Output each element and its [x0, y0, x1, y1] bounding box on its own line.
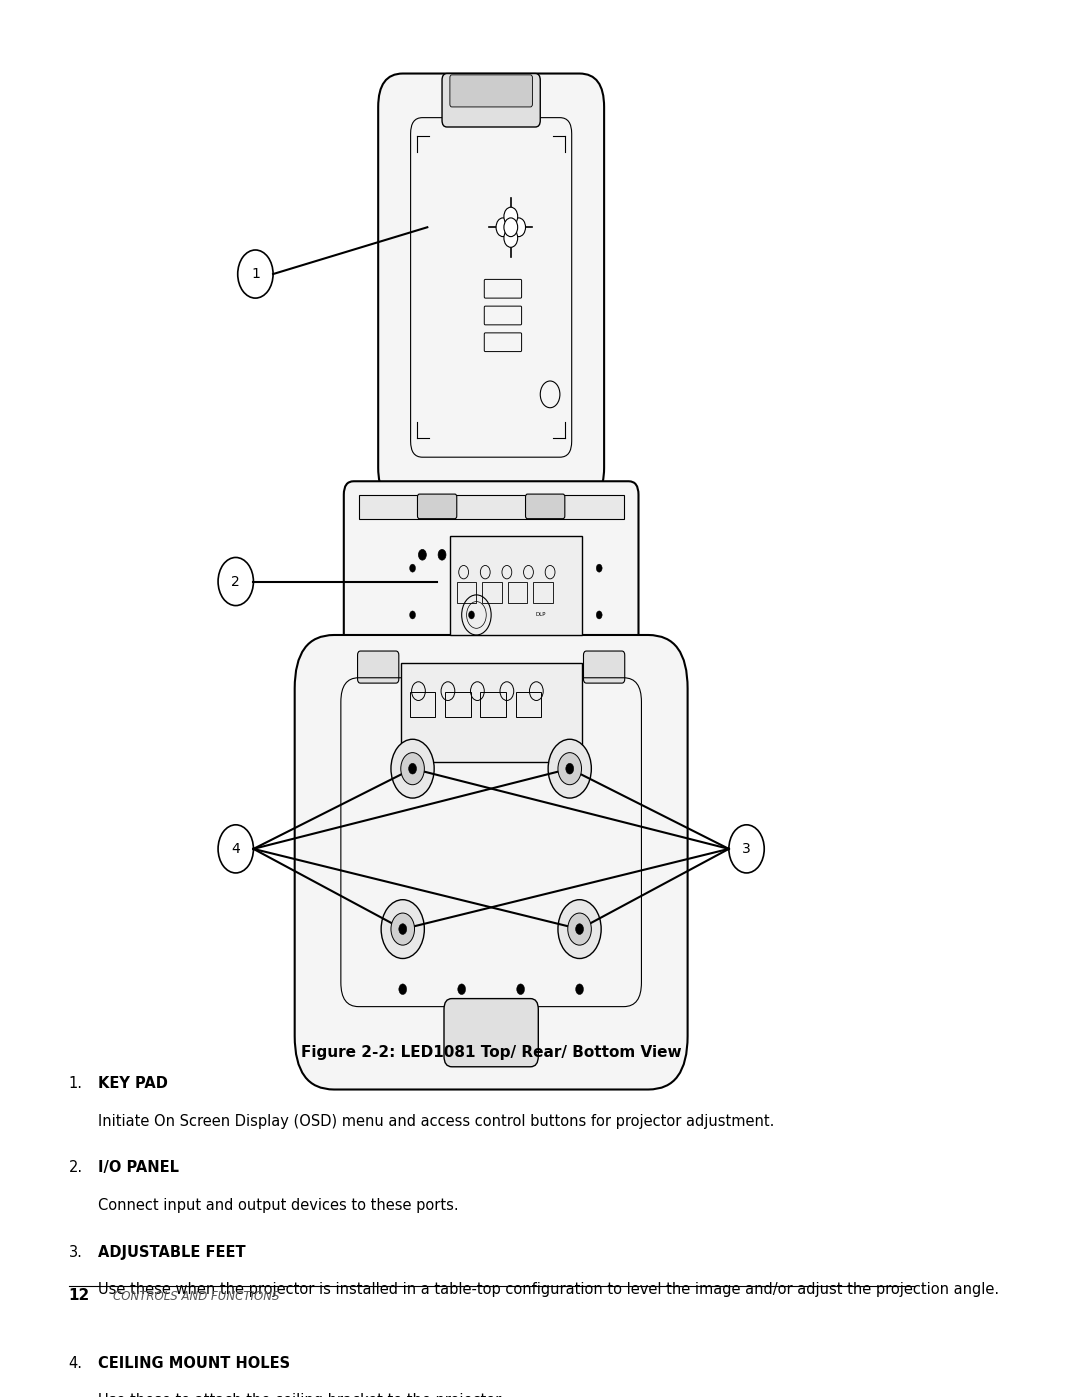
Circle shape [558, 900, 602, 958]
Text: Initiate On Screen Display (OSD) menu and access control buttons for projector a: Initiate On Screen Display (OSD) menu an… [98, 1113, 774, 1129]
FancyBboxPatch shape [359, 495, 624, 518]
Circle shape [558, 753, 581, 785]
Circle shape [381, 900, 424, 958]
Circle shape [512, 218, 526, 236]
Text: 12: 12 [69, 1288, 90, 1303]
Text: KEY PAD: KEY PAD [98, 1076, 168, 1091]
FancyBboxPatch shape [418, 495, 457, 518]
Circle shape [408, 763, 417, 774]
Circle shape [418, 549, 427, 560]
Text: 3.: 3. [69, 1245, 83, 1260]
Circle shape [516, 983, 525, 995]
Circle shape [504, 207, 517, 226]
Text: 4: 4 [231, 842, 240, 856]
Text: 2: 2 [231, 574, 240, 588]
Circle shape [391, 914, 415, 946]
FancyBboxPatch shape [583, 651, 624, 683]
Text: 1.: 1. [69, 1076, 83, 1091]
Text: I/O PANEL: I/O PANEL [98, 1161, 179, 1175]
Circle shape [399, 923, 407, 935]
Circle shape [391, 739, 434, 798]
Circle shape [576, 983, 583, 995]
Circle shape [496, 218, 510, 236]
FancyBboxPatch shape [444, 999, 538, 1067]
Text: Use these to attach the ceiling bracket to the projector.: Use these to attach the ceiling bracket … [98, 1393, 504, 1397]
Text: 3: 3 [742, 842, 751, 856]
FancyBboxPatch shape [357, 651, 399, 683]
Circle shape [401, 753, 424, 785]
Circle shape [438, 549, 446, 560]
Text: Use these when the projector is installed in a table-top configuration to level : Use these when the projector is installe… [98, 1282, 999, 1296]
Text: Figure 2-2: LED1081 Top/ Rear/ Bottom View: Figure 2-2: LED1081 Top/ Rear/ Bottom Vi… [301, 1045, 681, 1060]
FancyBboxPatch shape [295, 636, 688, 1090]
FancyBboxPatch shape [401, 664, 581, 761]
Text: CEILING MOUNT HOLES: CEILING MOUNT HOLES [98, 1355, 291, 1370]
Text: Connect input and output devices to these ports.: Connect input and output devices to thes… [98, 1197, 459, 1213]
Text: DLP: DLP [535, 612, 545, 617]
Text: ADJUSTABLE FEET: ADJUSTABLE FEET [98, 1245, 246, 1260]
Circle shape [596, 610, 603, 619]
Circle shape [549, 739, 592, 798]
FancyBboxPatch shape [343, 481, 638, 668]
Circle shape [399, 983, 407, 995]
Text: 4.: 4. [69, 1355, 83, 1370]
FancyBboxPatch shape [378, 74, 604, 502]
Text: CONTROLS AND FUNCTIONS: CONTROLS AND FUNCTIONS [113, 1291, 280, 1303]
Circle shape [469, 610, 474, 619]
Circle shape [596, 564, 603, 573]
Circle shape [504, 229, 517, 247]
Text: 1: 1 [251, 267, 260, 281]
Circle shape [568, 914, 592, 946]
FancyBboxPatch shape [526, 495, 565, 518]
FancyBboxPatch shape [442, 74, 540, 127]
Circle shape [566, 763, 573, 774]
Circle shape [504, 218, 517, 236]
FancyBboxPatch shape [450, 75, 532, 108]
FancyBboxPatch shape [450, 536, 581, 636]
Circle shape [576, 923, 583, 935]
Circle shape [409, 610, 416, 619]
Circle shape [458, 983, 465, 995]
Text: 2.: 2. [69, 1161, 83, 1175]
Circle shape [409, 564, 416, 573]
